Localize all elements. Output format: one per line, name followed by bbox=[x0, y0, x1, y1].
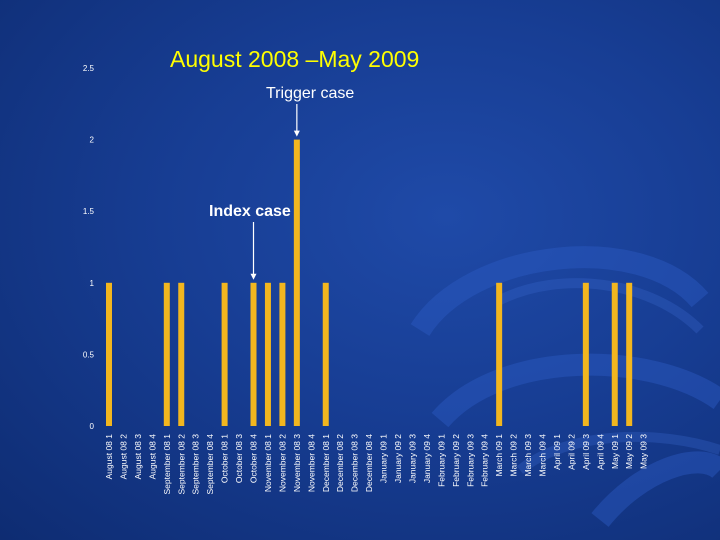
x-tick-label: August 08 1 bbox=[104, 434, 114, 480]
x-tick-label: December 08 2 bbox=[335, 434, 345, 492]
y-tick-label: 1.5 bbox=[83, 207, 95, 216]
trigger-case-arrow-head bbox=[293, 130, 300, 137]
x-tick-label: March 09 4 bbox=[538, 434, 548, 477]
index-case-arrow-head bbox=[250, 273, 257, 280]
bar bbox=[221, 282, 228, 426]
y-tick-label: 1 bbox=[90, 279, 95, 288]
x-tick-label: May 09 3 bbox=[639, 434, 649, 469]
x-tick-label: December 08 4 bbox=[364, 434, 374, 492]
x-tick-label: August 08 3 bbox=[133, 434, 143, 480]
x-tick-label: November 08 4 bbox=[306, 434, 316, 492]
x-tick-label: April 09 2 bbox=[566, 434, 576, 470]
x-tick-label: November 08 2 bbox=[277, 434, 287, 492]
x-tick-label: September 08 4 bbox=[205, 434, 215, 495]
annotation-arrows bbox=[250, 104, 300, 280]
x-tick-label: January 09 3 bbox=[407, 434, 417, 483]
x-tick-label: March 09 1 bbox=[494, 434, 504, 477]
y-axis-ticks: 0 0.5 1 1.5 2 2.5 bbox=[83, 64, 95, 431]
bar bbox=[322, 282, 329, 426]
x-axis-tick-labels: August 08 1 August 08 2 August 08 3 August … bbox=[104, 434, 649, 495]
x-tick-label: August 08 2 bbox=[118, 434, 128, 480]
bar bbox=[611, 282, 618, 426]
x-tick-label: October 08 3 bbox=[234, 434, 244, 483]
bar bbox=[626, 282, 633, 426]
x-tick-label: December 08 3 bbox=[350, 434, 360, 492]
bar bbox=[293, 139, 300, 426]
x-tick-label: September 08 1 bbox=[162, 434, 172, 495]
y-tick-label: 2.5 bbox=[83, 64, 95, 73]
bar bbox=[163, 282, 170, 426]
bar-series bbox=[106, 139, 633, 426]
x-tick-label: April 09 3 bbox=[581, 434, 591, 470]
bar bbox=[582, 282, 589, 426]
x-tick-label: February 09 3 bbox=[465, 434, 475, 487]
index-case-annotation: Index case bbox=[209, 203, 291, 220]
x-tick-label: April 09 1 bbox=[552, 434, 562, 470]
x-tick-label: August 08 4 bbox=[147, 434, 157, 480]
y-tick-label: 0.5 bbox=[83, 350, 95, 359]
x-tick-label: November 08 1 bbox=[263, 434, 273, 492]
x-tick-label: September 08 3 bbox=[191, 434, 201, 495]
x-tick-label: January 09 2 bbox=[393, 434, 403, 483]
y-tick-label: 0 bbox=[90, 422, 95, 431]
x-tick-label: April 09 4 bbox=[595, 434, 605, 470]
x-tick-label: February 09 4 bbox=[480, 434, 490, 487]
x-tick-label: January 09 4 bbox=[422, 434, 432, 483]
x-tick-label: December 08 1 bbox=[321, 434, 331, 492]
x-tick-label: February 09 2 bbox=[451, 434, 461, 487]
y-tick-label: 2 bbox=[90, 136, 95, 145]
x-tick-label: February 09 1 bbox=[436, 434, 446, 487]
bar bbox=[264, 282, 271, 426]
x-tick-label: March 09 3 bbox=[523, 434, 533, 477]
bar bbox=[279, 282, 286, 426]
x-tick-label: October 08 1 bbox=[220, 434, 230, 483]
x-tick-label: May 09 2 bbox=[624, 434, 634, 469]
x-tick-label: May 09 1 bbox=[610, 434, 620, 469]
x-tick-label: October 08 4 bbox=[249, 434, 259, 483]
slide-title: August 2008 –May 2009 bbox=[170, 46, 420, 72]
x-tick-label: September 08 2 bbox=[176, 434, 186, 495]
bar bbox=[250, 282, 257, 426]
bar bbox=[178, 282, 185, 426]
bar bbox=[496, 282, 503, 426]
x-tick-label: January 09 1 bbox=[379, 434, 389, 483]
x-tick-label: November 08 3 bbox=[292, 434, 302, 492]
bar bbox=[106, 282, 112, 426]
trigger-case-annotation: Trigger case bbox=[266, 85, 355, 102]
x-tick-label: March 09 2 bbox=[509, 434, 519, 477]
